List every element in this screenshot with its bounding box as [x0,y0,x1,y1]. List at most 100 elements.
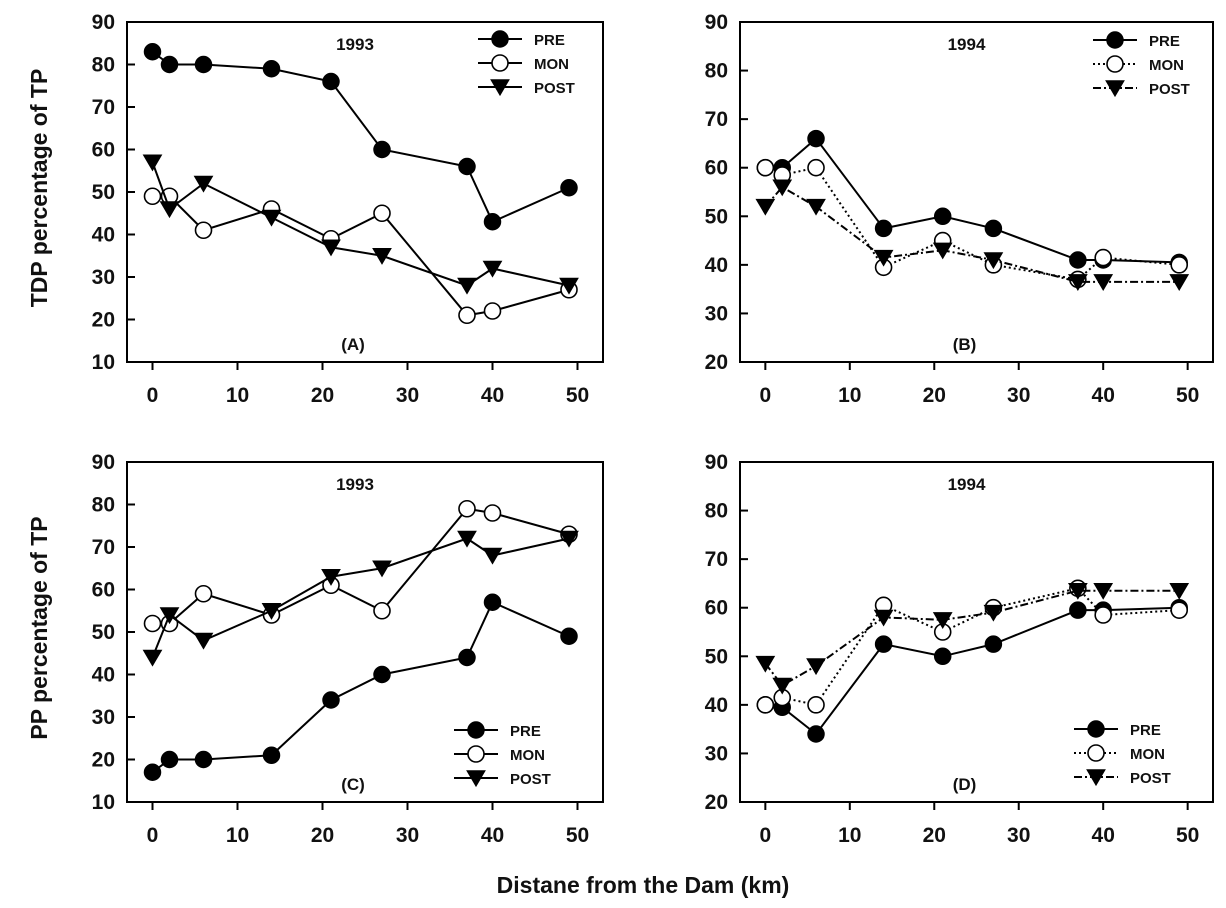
panel-d-ytick-label: 40 [705,694,728,717]
panel-d-series-post-point [932,612,953,629]
panel-c-series-post-point [482,547,503,565]
panel-c-series-mon-point [483,504,502,522]
panel-c-legend-post-marker [466,770,486,788]
panel-b-series-post-point [932,242,953,260]
panel-d-xtick-label: 40 [1092,824,1115,847]
panel-a-xtick-label: 50 [566,384,589,407]
panel-c-series-post-point [372,560,392,578]
panel-c: 10 20 30 40 50 60 70 80 90 0 10 20 30 40 50 1993 (C) PRE M… [92,451,604,847]
panel-d-title: 1994 [948,475,986,494]
panel-d-ytick-label: 60 [705,597,728,620]
panel-c-series-pre-point [483,593,502,611]
panel-c-legend-pre-marker [467,721,485,739]
panel-a-series-post-point [142,154,163,172]
panel-d-series-post-point [1093,583,1114,600]
panel-d-series-post-point [806,658,826,676]
panel-c-ytick-label: 50 [92,621,115,644]
panel-c-series-pre-point [262,746,281,764]
panel-a-ytick-label: 70 [92,96,115,119]
panel-c-series-pre-point [322,691,340,709]
panel-d-xtick-label: 30 [1007,824,1030,847]
panel-d-series-post-point [1169,583,1190,600]
panel-b-label: (B) [953,335,977,354]
panel-c-title: 1993 [336,475,374,494]
panel-c-series-post-point [559,530,579,548]
panel-d-series-post-point [772,677,793,695]
panel-c-legend-mon-label: MON [510,747,545,764]
panel-b-xtick-label: 50 [1176,384,1199,407]
panel-a-series-mon-point [143,187,162,206]
panel-d-series-pre-line [765,606,1180,736]
panel-b-xtick-label: 0 [759,384,771,407]
panel-d-legend-post-marker [1086,769,1106,787]
panel-c-series-pre-point [560,627,578,645]
panel-c-xtick-label: 40 [481,824,504,847]
panel-a-series-post-point [321,239,341,257]
panel-b-series-post-point [873,249,894,267]
panel-b-series-post-point [1093,274,1114,291]
panel-b-series-post-point [806,198,826,216]
panel-b-ytick-label: 60 [705,157,728,180]
y-axis-label-bottom: PP percentage of TP [26,516,52,739]
panel-d-series-pre-point [933,647,952,666]
x-axis-label: Distane from the Dam (km) [497,872,790,898]
panel-a-series-mon-point [373,204,391,223]
panel-c-ytick-label: 20 [92,749,115,772]
y-axis-label-top: TDP percentage of TP [26,69,52,308]
panel-b-ytick-label: 30 [705,302,728,325]
panel-d-series-pre-point [1069,601,1087,619]
panel-d-ytick-label: 20 [705,791,728,814]
panel-d-series-pre-point [984,635,1003,653]
panel-b-legend-mon-label: MON [1149,57,1184,74]
panel-a-series-post-point [193,175,214,193]
panel-a-series-mon-line [152,195,570,317]
panel-b: 20 30 40 50 60 70 80 90 0 10 20 30 40 50 1994 (B) PRE MON… [705,11,1214,407]
panel-b-series-post-point [1169,274,1190,291]
panel-c-ytick-label: 80 [92,494,115,517]
panel-a-series-pre-point [458,157,476,176]
panel-b-xtick-label: 10 [838,384,861,407]
panel-d-series-pre-point [807,725,825,743]
panel-d-ytick-label: 50 [705,645,728,668]
panel-c-xtick-label: 0 [147,824,159,847]
panel-a-series-post-point [559,277,579,295]
panel-a-ytick-label: 60 [92,139,115,162]
panel-a-legend-pre-label: PRE [534,32,565,49]
panel-c-series-mon-line [152,507,570,625]
panel-d-series-post-point [983,604,1004,622]
panel-c-label: (C) [341,775,365,794]
panel-c-series-pre-point [458,648,476,667]
panel-d-legend-mon-marker [1087,744,1105,762]
panel-a-series-post-point [159,201,180,219]
panel-b-frame [739,21,1214,363]
panel-d-ytick-label: 30 [705,742,728,765]
panel-c-ytick-label: 90 [92,451,115,474]
panel-b-legend-post-marker [1105,80,1125,98]
panel-c-legend-mon-marker [467,745,485,763]
panel-b-ytick-label: 40 [705,254,728,277]
panel-a-series-pre-point [194,55,213,74]
panel-a-series-pre-point [322,72,340,91]
panel-a-series-pre-point [143,43,162,61]
panel-a-series-pre-line [151,50,570,224]
panel-a-frame [126,21,604,363]
panel-b-series-pre-point [1069,251,1087,269]
panel-d-series-mon-point [807,696,825,714]
panel-d-ytick-label: 90 [705,451,728,474]
panel-b-series-post-line [764,185,1180,283]
panel-d-label: (D) [953,775,977,794]
panel-d-series-post-point [755,655,776,673]
panel-b-ytick-label: 80 [705,60,728,83]
panel-a-series-pre-point [560,179,578,197]
panel-b-series-pre-point [874,219,893,238]
panel-b-series-pre-point [984,219,1003,238]
panel-b-legend-post-label: POST [1149,81,1190,98]
panel-a-ytick-label: 40 [92,224,115,247]
panel-c-series-mon-point [143,614,162,633]
panel-b-ytick-label: 90 [705,11,728,34]
panel-a-series-post-point [372,248,392,265]
panel-a: 10 20 30 40 50 60 70 80 90 0 10 20 30 40 50 1993 (A) PRE M… [92,11,604,407]
panel-a-series-pre-point [483,213,502,231]
panel-a-series-mon-point [194,221,213,240]
